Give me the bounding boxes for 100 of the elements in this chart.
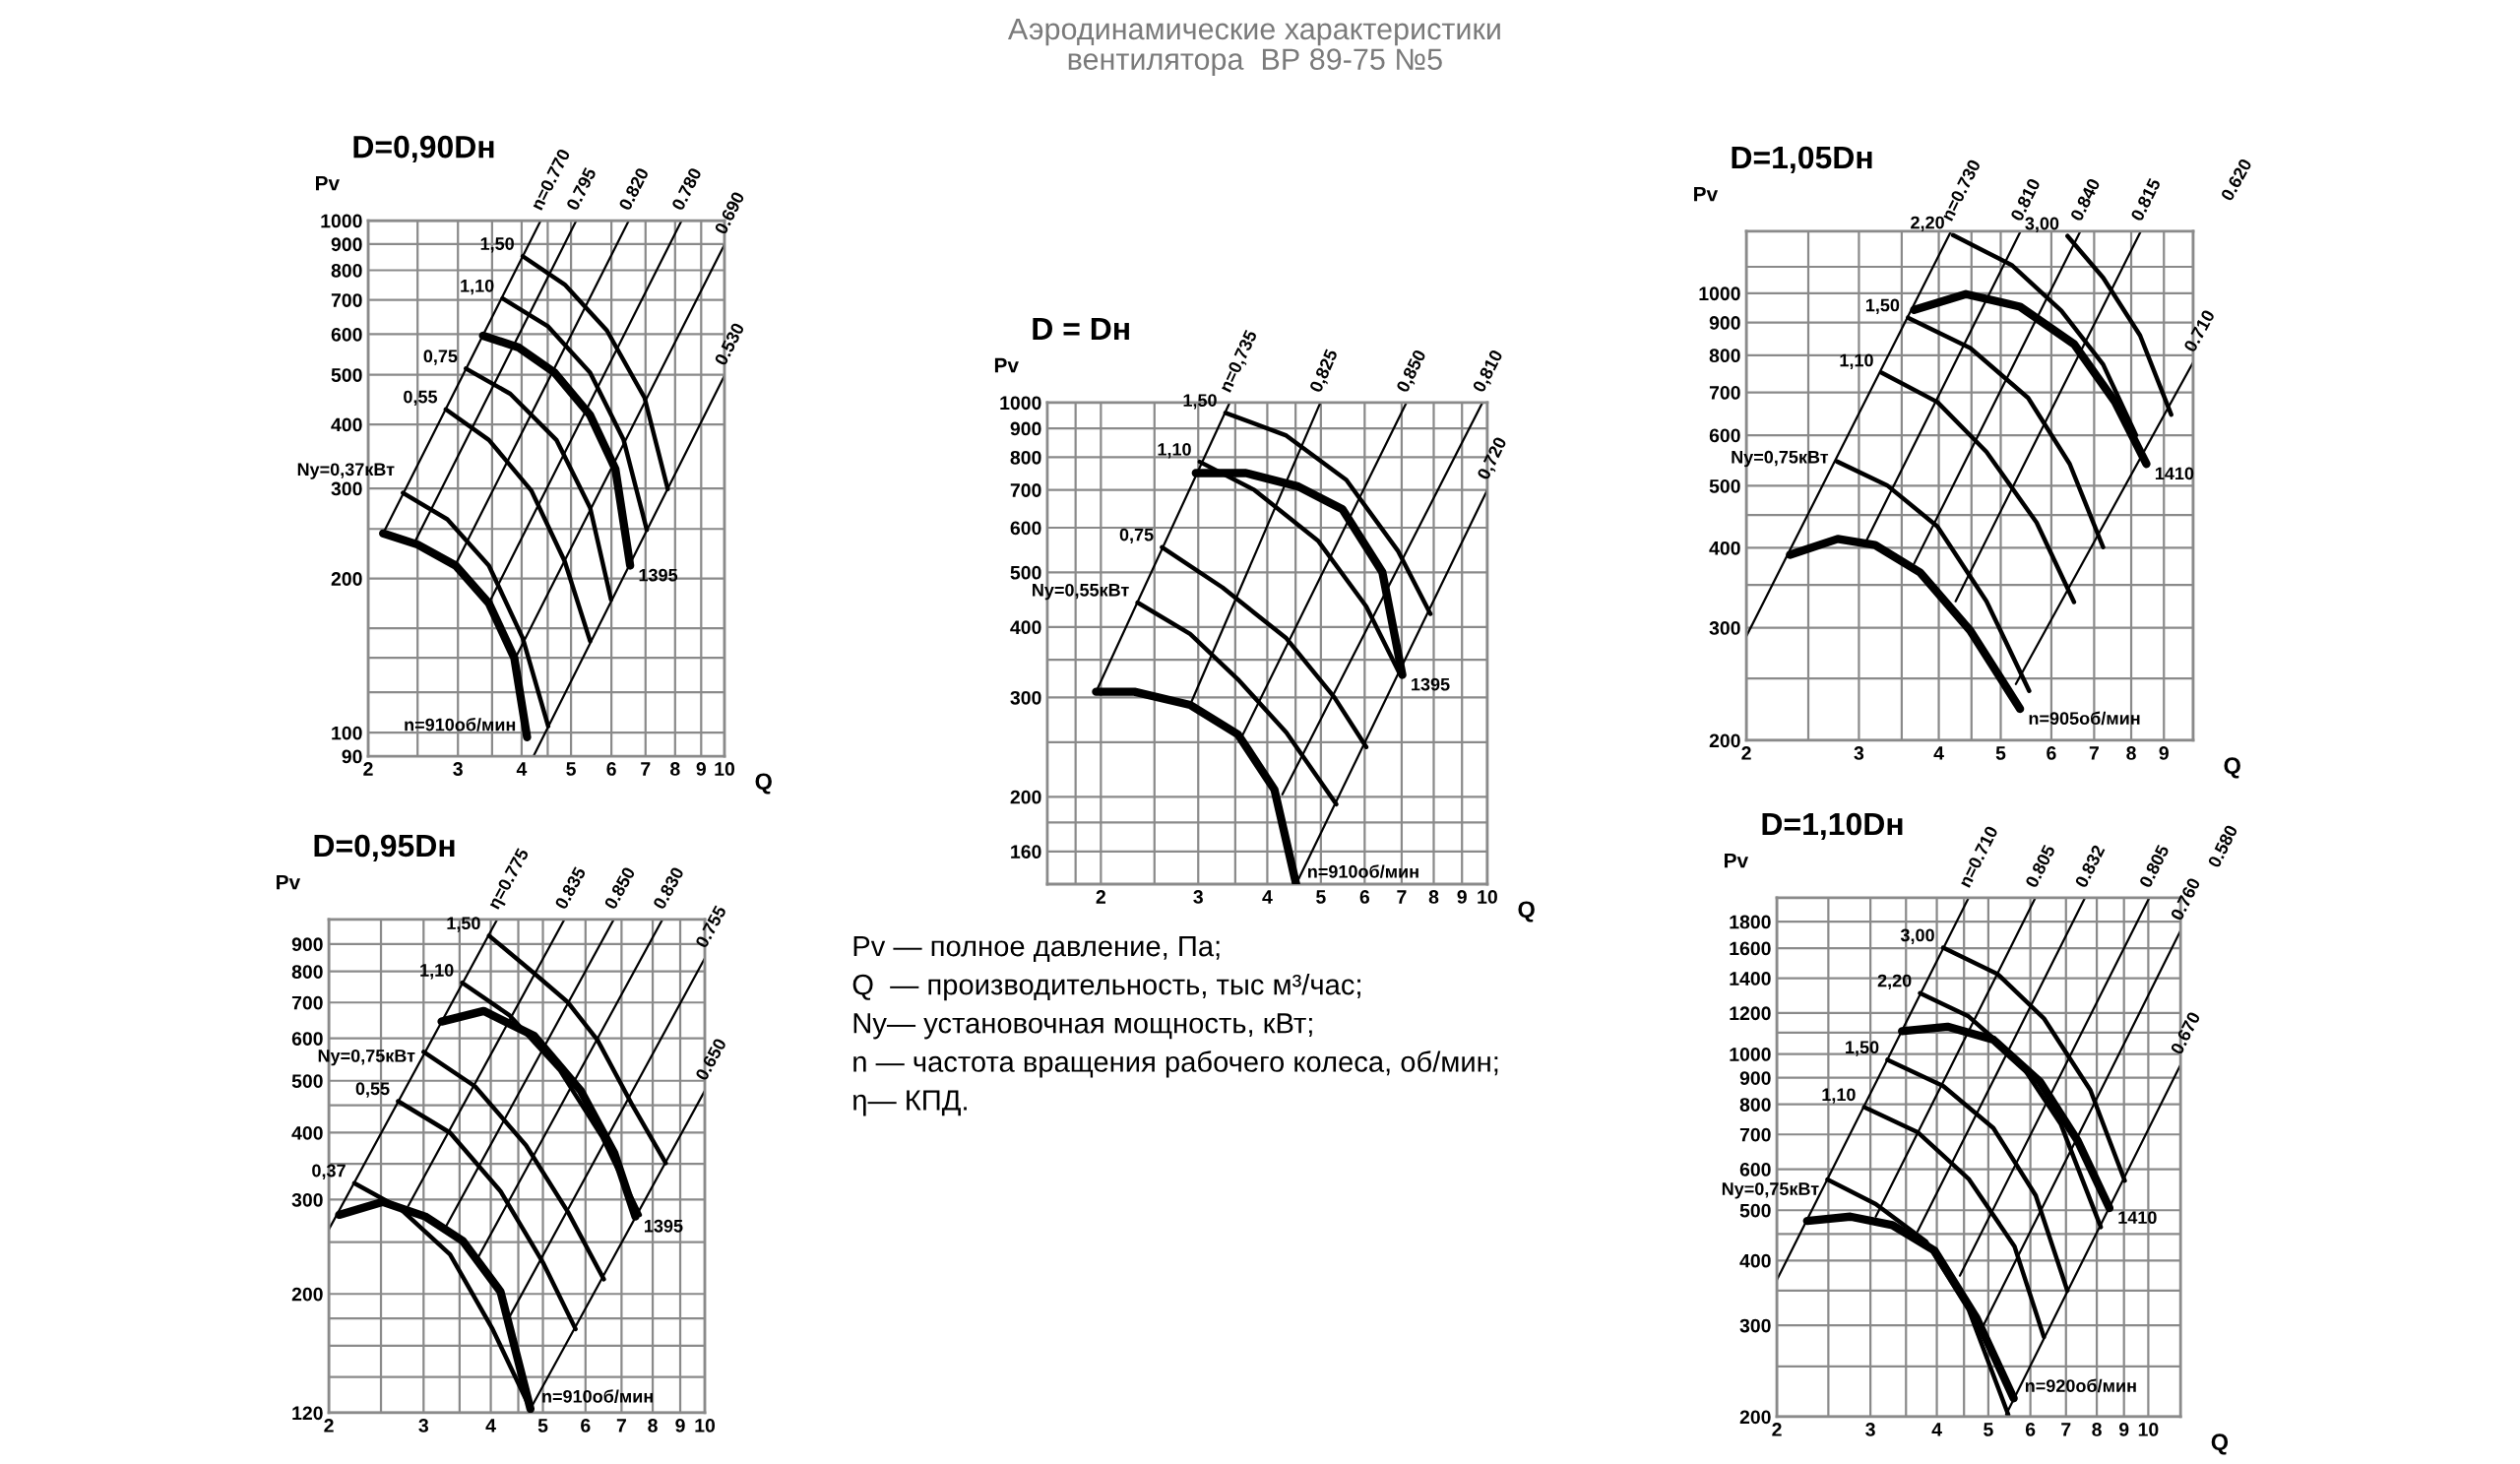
text: 0.780: [670, 166, 703, 212]
text: 0.760: [2170, 876, 2201, 922]
series-label: n=910об/мин: [405, 718, 516, 732]
y-tick-label: 1600: [1730, 941, 1771, 956]
text: 0,810: [1472, 349, 1506, 395]
series-label: 0,55: [355, 1082, 390, 1098]
series-label: Ny=0,37кВт: [297, 463, 395, 479]
x-tick-label: 5: [1316, 890, 1326, 904]
series-label: 0,75: [1119, 528, 1154, 544]
text: 0,720: [1477, 436, 1510, 482]
text: 0.650: [695, 1037, 727, 1082]
y-axis-title: Pv: [316, 176, 340, 191]
y-tick-label: 400: [1709, 541, 1740, 555]
series-label: n=920об/мин: [2025, 1378, 2136, 1393]
x-tick-label: 7: [2089, 746, 2099, 760]
y-tick-label: 200: [1010, 790, 1041, 804]
x-tick-label: 5: [1995, 746, 2006, 760]
series-label: Ny=0,75кВт: [318, 1050, 415, 1066]
text: 0,825: [1308, 348, 1341, 395]
y-tick-label: 900: [1739, 1071, 1771, 1085]
y-tick-label: 800: [1709, 349, 1740, 363]
text: 0.690: [714, 190, 745, 235]
y-tick-label: 800: [291, 965, 323, 979]
y-tick-label: 400: [331, 417, 362, 432]
x-tick-label: 9: [2118, 1423, 2129, 1436]
text: 0.670: [2170, 1010, 2201, 1055]
x-tick-label: 10: [715, 762, 735, 776]
x-tick-label: 8: [670, 762, 680, 776]
x-tick-label: 3: [1865, 1423, 1875, 1436]
y-tick-label: 800: [331, 263, 362, 278]
text: 0.755: [695, 904, 727, 949]
x-tick-label: 6: [606, 762, 616, 776]
text: 0.830: [652, 865, 685, 911]
series-label: n=910об/мин: [1307, 864, 1418, 878]
y-axis-title: Pv: [994, 357, 1019, 373]
text: 0.840: [2069, 177, 2101, 223]
x-tick-label: 7: [641, 762, 651, 776]
y-tick-label: 400: [1010, 620, 1041, 635]
series-label: n=910об/мин: [542, 1389, 653, 1403]
y-tick-label: 800: [1010, 450, 1041, 465]
series-label: 2,20: [1911, 216, 1944, 232]
y-tick-label: 800: [1739, 1098, 1771, 1112]
y-tick-label: 90: [342, 749, 362, 764]
series-label: 1410: [2118, 1211, 2157, 1225]
y-tick-label: 500: [1739, 1203, 1771, 1218]
series-label: 1,50: [1183, 394, 1217, 410]
y-tick-label: 300: [291, 1192, 323, 1207]
text: Q — производительность, тыс м³/час;: [852, 974, 1360, 1001]
y-tick-label: 700: [1739, 1127, 1771, 1142]
y-tick-label: 900: [1709, 316, 1740, 330]
series-label: 1,50: [447, 917, 480, 932]
text: 0.815: [2130, 177, 2162, 223]
series-label: 1,10: [1158, 443, 1191, 459]
y-tick-label: 700: [291, 995, 323, 1010]
series-label: 2,20: [1877, 974, 1912, 990]
chart-title: D=0,95Dн: [314, 834, 455, 861]
x-tick-label: 9: [696, 762, 706, 776]
x-tick-label: 3: [453, 762, 463, 776]
series-label: 1395: [639, 568, 678, 582]
series-label: Ny=0,55кВт: [1033, 583, 1129, 601]
x-tick-label: 9: [1457, 890, 1467, 904]
y-tick-label: 160: [1011, 845, 1041, 859]
y-tick-label: 1000: [321, 214, 362, 228]
x-tick-label: 7: [1397, 890, 1407, 904]
text: 0.850: [603, 865, 636, 911]
y-tick-label: 900: [331, 237, 362, 252]
y-tick-label: 600: [1709, 428, 1740, 443]
x-tick-label: 6: [581, 1419, 591, 1432]
x-tick-label: 2: [1741, 746, 1751, 760]
y-tick-label: 300: [331, 481, 362, 496]
text: 0.710: [2183, 308, 2216, 353]
series-label: 1,50: [1846, 1041, 1879, 1056]
y-tick-label: 600: [331, 327, 362, 342]
x-tick-label: 6: [2047, 746, 2056, 760]
y-tick-label: 500: [1709, 478, 1740, 493]
y-axis-title: Pv: [1725, 853, 1749, 868]
y-axis-title: Pv: [1694, 186, 1719, 202]
y-tick-label: 500: [291, 1074, 323, 1088]
y-tick-label: 600: [291, 1032, 323, 1046]
series-label: 1395: [1412, 677, 1450, 691]
x-tick-label: 4: [485, 1419, 496, 1432]
y-tick-label: 200: [331, 572, 362, 586]
y-tick-label: 600: [1739, 1163, 1771, 1177]
x-axis-title: Q: [2224, 757, 2240, 779]
y-axis-title: Pv: [277, 874, 301, 890]
y-tick-label: 200: [291, 1287, 323, 1302]
series-label: n=905об/мин: [2029, 711, 2140, 726]
x-tick-label: 2: [324, 1419, 334, 1432]
y-tick-label: 1200: [1730, 1006, 1771, 1021]
text: 0.835: [554, 865, 587, 911]
x-tick-label: 5: [537, 1419, 548, 1432]
chart-title: D=1,10Dн: [1762, 812, 1903, 840]
x-tick-label: 4: [516, 762, 528, 776]
series-label: 1395: [645, 1219, 683, 1233]
y-tick-label: 900: [1010, 421, 1041, 436]
series-label: 1,10: [1822, 1088, 1856, 1104]
text: 0.620: [2220, 158, 2252, 202]
x-tick-label: 8: [648, 1419, 658, 1432]
series-label: Ny=0,75кВт: [1732, 450, 1829, 468]
y-tick-label: 900: [291, 937, 323, 952]
